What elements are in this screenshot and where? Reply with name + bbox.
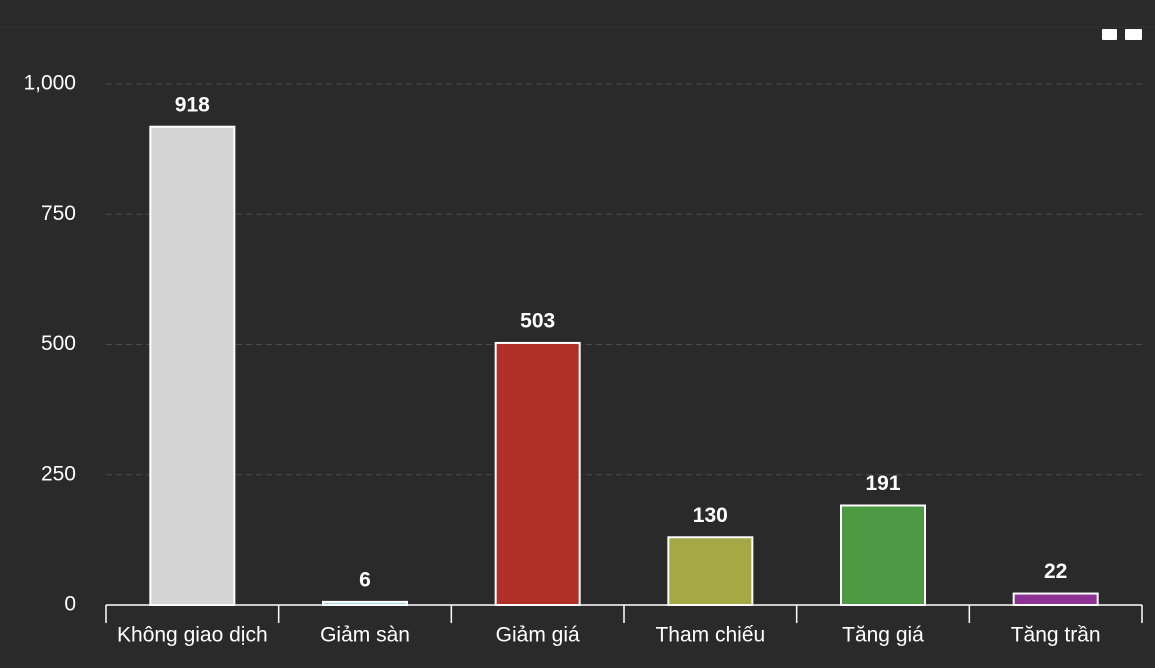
x-tick-label: Tăng trần xyxy=(1011,624,1101,647)
y-tick-label: 500 xyxy=(41,332,76,355)
value-label: 191 xyxy=(865,472,900,495)
y-tick-label: 250 xyxy=(41,462,76,485)
bar xyxy=(149,125,236,607)
y-tick-label: 750 xyxy=(41,202,76,225)
bar xyxy=(840,504,926,607)
y-tick-label: 1,000 xyxy=(23,72,76,95)
value-label: 130 xyxy=(693,504,728,527)
value-label: 22 xyxy=(1044,560,1067,583)
value-label: 503 xyxy=(520,309,555,332)
y-tick-label: 0 xyxy=(64,593,76,616)
value-label: 918 xyxy=(175,93,210,116)
bar xyxy=(667,536,754,607)
x-tick-label: Giảm giá xyxy=(496,624,580,647)
menu-icon[interactable] xyxy=(1125,29,1142,40)
x-tick-label: Giảm sàn xyxy=(320,624,410,647)
bar xyxy=(1012,592,1099,607)
value-label: 6 xyxy=(359,568,371,591)
menu-icon[interactable] xyxy=(1102,29,1117,40)
x-tick-label: Tăng giá xyxy=(842,624,924,647)
x-tick-label: Tham chiếu xyxy=(655,624,765,647)
bar xyxy=(494,341,581,606)
x-tick-label: Không giao dịch xyxy=(117,624,268,647)
